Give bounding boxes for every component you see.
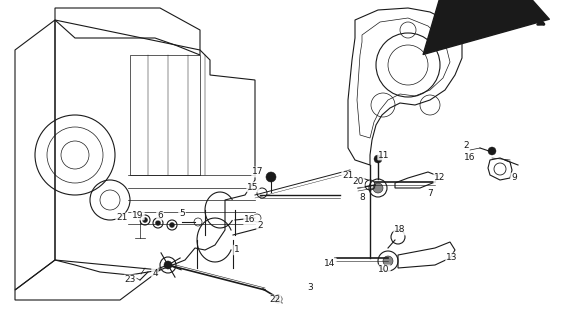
Text: 4: 4 [152,268,158,277]
Circle shape [266,172,276,182]
Text: 8: 8 [359,194,365,203]
Circle shape [143,218,148,222]
Circle shape [373,183,383,193]
Text: 15: 15 [247,182,259,191]
Text: 9: 9 [511,173,517,182]
Text: 20: 20 [352,178,364,187]
Text: 19: 19 [132,211,144,220]
Circle shape [169,222,174,228]
Text: 7: 7 [427,188,433,197]
Circle shape [156,220,161,226]
Text: 1: 1 [234,245,240,254]
Circle shape [164,261,172,269]
Text: 10: 10 [378,266,390,275]
Text: 12: 12 [435,173,446,182]
Text: 16: 16 [464,154,476,163]
Text: 2: 2 [257,220,263,229]
Circle shape [488,147,496,155]
Text: 16: 16 [244,215,256,225]
Text: 21: 21 [116,213,128,222]
Circle shape [374,155,382,163]
Text: 21: 21 [343,172,354,180]
Text: 2: 2 [463,140,469,149]
Text: 13: 13 [446,253,458,262]
Text: 5: 5 [179,209,185,218]
Text: 6: 6 [157,211,163,220]
Text: 3: 3 [307,283,313,292]
Text: 11: 11 [378,150,390,159]
Text: FR.: FR. [490,13,511,23]
Circle shape [383,256,393,266]
Text: 23: 23 [124,276,136,284]
Text: 14: 14 [324,259,336,268]
Text: 22: 22 [269,295,281,305]
Text: 18: 18 [394,226,406,235]
Text: 17: 17 [252,167,264,177]
